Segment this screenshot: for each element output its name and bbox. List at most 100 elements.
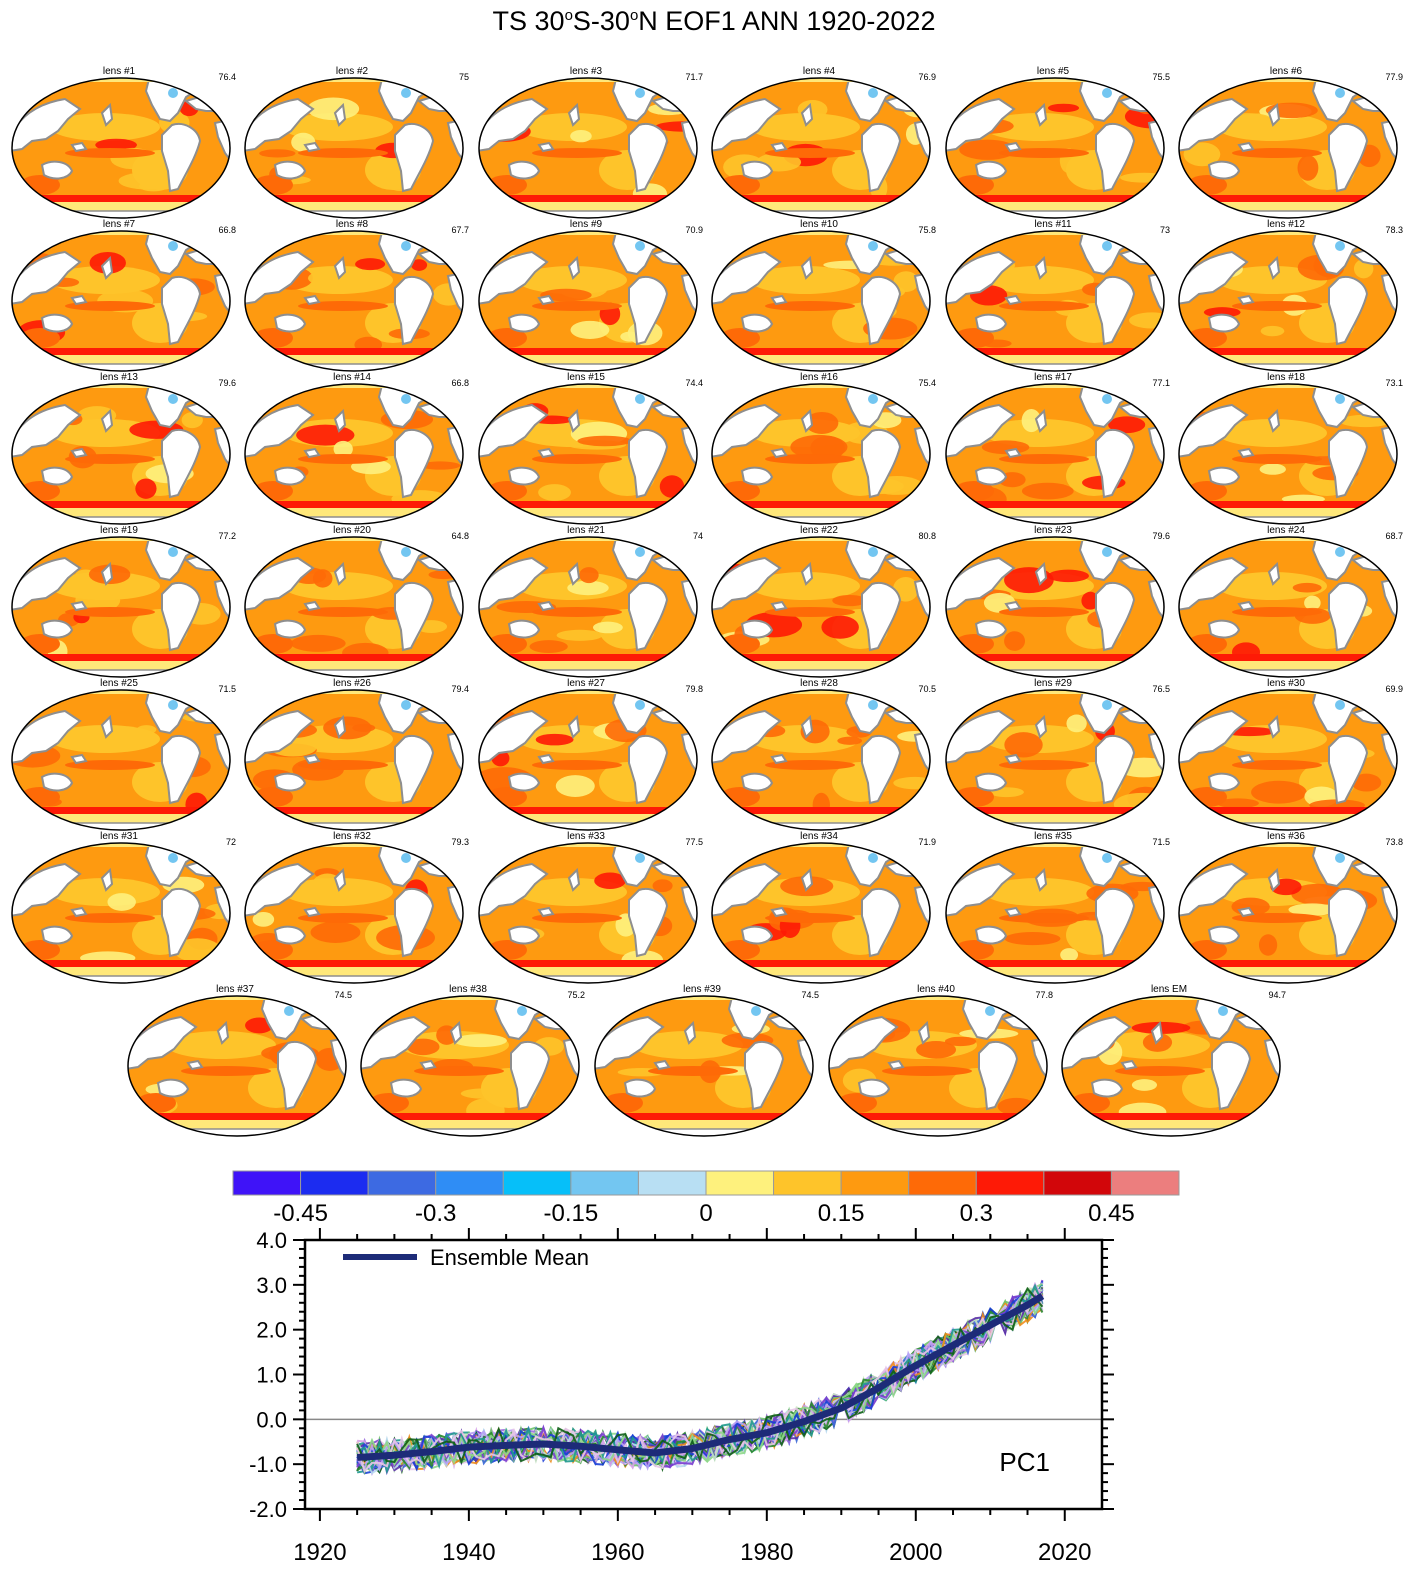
panel-label: lens #32 (333, 831, 371, 842)
panel-label: lens #17 (1034, 372, 1072, 383)
panel-label: lens #12 (1267, 219, 1305, 230)
global-sst-map (11, 536, 231, 678)
panel-label: lens #10 (800, 219, 838, 230)
global-sst-map (11, 383, 231, 525)
global-sst-map (945, 383, 1165, 525)
panel-variance: 76.4 (218, 72, 236, 82)
map-panel: lens #6 77.9 (1175, 66, 1411, 222)
global-sst-map (478, 77, 698, 219)
panel-label: lens #22 (800, 525, 838, 536)
global-sst-map (1178, 230, 1398, 372)
panel-variance: 74.4 (685, 378, 703, 388)
global-sst-map (711, 689, 931, 831)
map-panel: lens #12 78.3 (1175, 219, 1411, 375)
panel-label: lens #13 (100, 372, 138, 383)
panel-label: lens #4 (802, 66, 836, 77)
map-panel: lens #26 79.4 (241, 678, 477, 834)
global-sst-map (945, 536, 1165, 678)
panel-label: lens #23 (1034, 525, 1072, 536)
map-panel: lens #22 80.8 (708, 525, 944, 681)
global-sst-map (244, 383, 464, 525)
colorbar-tick-label: -0.45 (273, 1200, 328, 1227)
colorbar-box (502, 1170, 572, 1196)
map-panel: lens #24 68.7 (1175, 525, 1411, 681)
panel-label: lens #31 (100, 831, 138, 842)
map-panel: lens #8 67.7 (241, 219, 477, 375)
global-sst-map (711, 536, 931, 678)
panel-label: lens #3 (569, 66, 603, 77)
global-sst-map (1178, 383, 1398, 525)
panel-variance: 73.1 (1385, 378, 1403, 388)
panel-variance: 70.5 (918, 684, 936, 694)
legend: Ensemble Mean (343, 1245, 589, 1270)
y-tick-label: 2.0 (256, 1318, 287, 1343)
panel-variance: 77.5 (685, 837, 703, 847)
panel-variance: 72 (225, 837, 236, 847)
colorbar-tick-label: -0.15 (543, 1200, 599, 1227)
panel-variance: 66.8 (451, 378, 469, 388)
map-panel: lens EM 94.7 (1058, 984, 1294, 1140)
map-panel: lens #30 69.9 (1175, 678, 1411, 834)
global-sst-map (711, 230, 931, 372)
pc1-annotation: PC1 (999, 1447, 1050, 1477)
panel-variance: 78.3 (1385, 225, 1403, 235)
map-panel: lens #3 71.7 (475, 66, 711, 222)
panel-variance: 79.4 (451, 684, 469, 694)
map-panel: lens #25 71.5 (8, 678, 244, 834)
global-sst-map (244, 689, 464, 831)
map-panel: lens #7 66.8 (8, 219, 244, 375)
panel-variance: 80.8 (918, 531, 936, 541)
map-panel: lens #27 79.8 (475, 678, 711, 834)
global-sst-map (360, 995, 580, 1137)
colorbar-tick-label: 0 (699, 1200, 713, 1227)
panel-variance: 71.5 (218, 684, 236, 694)
colorbar-box (705, 1170, 775, 1196)
global-sst-map (711, 77, 931, 219)
y-tick-label: 0.0 (256, 1407, 287, 1432)
global-sst-map (478, 383, 698, 525)
global-sst-map (828, 995, 1048, 1137)
map-panel: lens #2 75 (241, 66, 477, 222)
global-sst-map (11, 842, 231, 984)
panel-variance: 94.7 (1268, 990, 1286, 1000)
global-sst-map (711, 383, 931, 525)
global-sst-map (945, 689, 1165, 831)
panel-label: lens #27 (567, 678, 605, 689)
panel-label: lens #35 (1034, 831, 1072, 842)
panel-variance: 71.5 (1152, 837, 1170, 847)
global-sst-map (11, 230, 231, 372)
map-panel: lens #16 75.4 (708, 372, 944, 528)
ensemble-mean-line (356, 1293, 1045, 1461)
panel-label: lens #37 (216, 984, 254, 995)
x-tick-label: 1960 (591, 1539, 644, 1566)
panel-variance: 77.8 (1035, 990, 1053, 1000)
global-sst-map (945, 77, 1165, 219)
panel-label: lens #2 (335, 66, 369, 77)
x-tick-label: 2000 (889, 1539, 942, 1566)
map-panel: lens #10 75.8 (708, 219, 944, 375)
panel-label: lens #15 (567, 372, 605, 383)
global-sst-map (244, 77, 464, 219)
y-tick-label: 3.0 (256, 1273, 287, 1298)
map-panel: lens #29 76.5 (942, 678, 1178, 834)
panel-label: lens #14 (333, 372, 371, 383)
map-panel: lens #36 73.8 (1175, 831, 1411, 987)
panel-variance: 76.5 (1152, 684, 1170, 694)
panel-label: lens #26 (333, 678, 371, 689)
panel-variance: 75.5 (1152, 72, 1170, 82)
global-sst-map (478, 230, 698, 372)
map-panel: lens #15 74.4 (475, 372, 711, 528)
panel-label: lens #30 (1267, 678, 1305, 689)
panel-variance: 79.8 (685, 684, 703, 694)
global-sst-map (244, 842, 464, 984)
panel-label: lens #5 (1036, 66, 1070, 77)
map-panel: lens #14 66.8 (241, 372, 477, 528)
pc1-timeseries-chart: 1920 1940 1960 1980 2000 2020 -2.0 -1.0 0.0 1.0 2.… (249, 1228, 1114, 1566)
map-panel: lens #32 79.3 (241, 831, 477, 987)
panel-variance: 71.9 (918, 837, 936, 847)
panel-variance: 68.7 (1385, 531, 1403, 541)
panel-label: lens #19 (100, 525, 138, 536)
panel-label: lens #21 (567, 525, 605, 536)
panel-label: lens #34 (800, 831, 838, 842)
global-sst-map (1178, 536, 1398, 678)
